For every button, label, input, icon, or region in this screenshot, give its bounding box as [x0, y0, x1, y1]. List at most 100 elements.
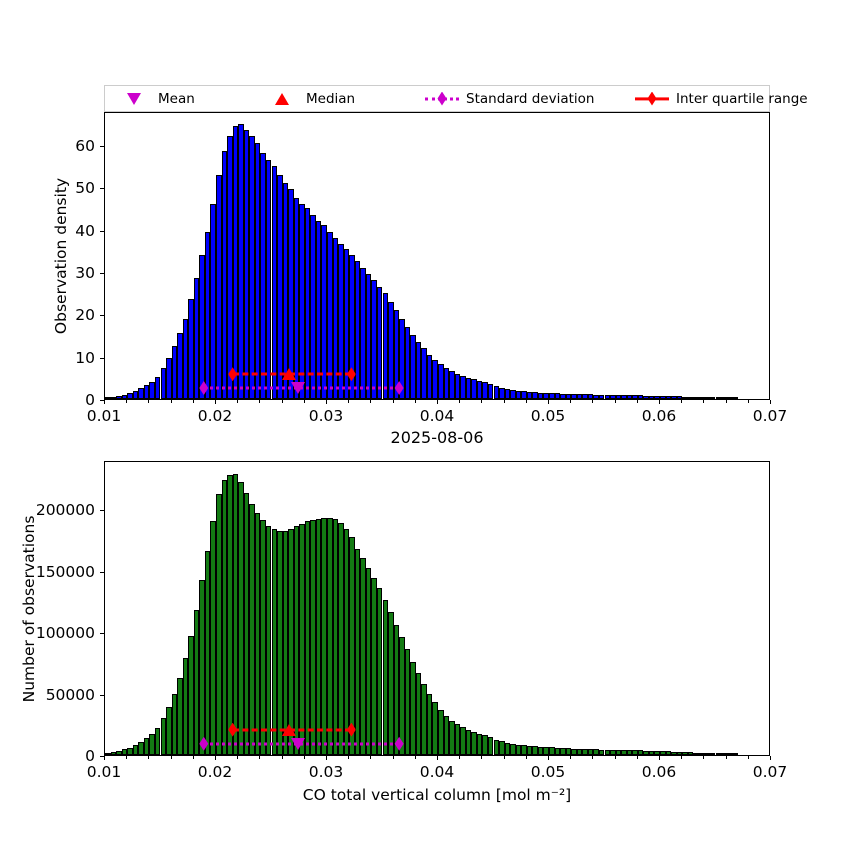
histogram-bar [221, 151, 228, 399]
histogram-bar [271, 166, 278, 399]
histogram-bar [487, 383, 494, 399]
x-tick-minor [570, 756, 572, 759]
x-tick-minor [237, 756, 239, 759]
x-tick [104, 400, 106, 404]
histogram-bar [487, 737, 494, 755]
number-of-observations-bars [105, 462, 769, 755]
histogram-bar [560, 393, 566, 399]
legend-entry-standard-deviation[interactable]: Standard deviation [425, 90, 594, 108]
y-tick-label: 50000 [45, 685, 95, 704]
histogram-bar [182, 657, 189, 755]
x-tick-minor [614, 756, 616, 759]
histogram-bar [687, 752, 694, 755]
x-tick [548, 400, 550, 404]
histogram-bar [121, 749, 128, 755]
x-tick-minor [503, 756, 505, 759]
histogram-bar [271, 528, 278, 755]
histogram-bar [243, 130, 250, 399]
legend-entry-mean[interactable]: Mean [117, 90, 195, 108]
legend-label: Inter quartile range [676, 90, 808, 107]
x-tick-minor [703, 756, 705, 759]
x-tick-minor [414, 400, 416, 403]
histogram-bar [704, 397, 710, 399]
histogram-bar [310, 214, 316, 399]
histogram-bar [510, 390, 516, 399]
legend-entry-median[interactable]: Median [265, 90, 355, 108]
number-of-observations-plot-area [105, 462, 769, 755]
histogram-bar [476, 380, 483, 399]
inter-quartile-range-high-marker [346, 722, 356, 737]
x-tick [437, 756, 439, 760]
x-tick-minor [148, 756, 150, 759]
histogram-bar [299, 204, 305, 399]
x-tick-minor [392, 400, 394, 403]
legend-entry-inter-quartile-range[interactable]: Inter quartile range [635, 90, 808, 108]
x-tick [437, 400, 439, 404]
histogram-bar [610, 394, 616, 399]
histogram-bar [138, 742, 144, 755]
histogram-bar [399, 637, 405, 755]
x-tick-minor [370, 756, 372, 759]
histogram-bar [315, 519, 322, 755]
histogram-bar [565, 393, 572, 399]
x-tick-minor [525, 756, 527, 759]
x-tick [548, 756, 550, 760]
histogram-bar [454, 374, 461, 399]
x-tick-minor [192, 756, 194, 759]
histogram-bar [166, 707, 172, 755]
histogram-bar [532, 392, 538, 399]
x-tick [215, 756, 217, 760]
x-tick-label: 0.01 [86, 407, 122, 425]
histogram-bar [360, 267, 366, 399]
number-of-observations-y-axis-label: Number of observations [20, 515, 38, 702]
histogram-bar [687, 396, 694, 399]
histogram-bar [465, 377, 472, 399]
standard-deviation-low-marker [199, 736, 209, 751]
histogram-bar [177, 677, 183, 755]
histogram-bar [227, 136, 233, 399]
histogram-bar [732, 753, 738, 755]
x-tick [326, 400, 328, 404]
histogram-bar [110, 396, 117, 399]
histogram-bar [249, 136, 255, 399]
histogram-bar [499, 388, 505, 399]
x-tick [326, 756, 328, 760]
panel-title: 2025-08-06 [390, 428, 484, 447]
histogram-bar [582, 749, 588, 755]
histogram-bar [549, 393, 555, 399]
histogram-bar [543, 392, 549, 399]
histogram-bar [593, 394, 599, 399]
histogram-bar [626, 395, 633, 399]
x-tick-minor [281, 756, 283, 759]
x-tick-minor [614, 400, 616, 403]
x-tick-minor [281, 400, 283, 403]
x-tick-minor [725, 400, 727, 403]
histogram-bar [726, 753, 733, 755]
mean-marker [291, 737, 306, 750]
histogram-bar [177, 333, 183, 399]
histogram-bar [277, 174, 283, 399]
histogram-bar [154, 377, 161, 399]
x-tick-minor [370, 400, 372, 403]
histogram-bar [521, 391, 527, 399]
histogram-bar [454, 724, 461, 755]
x-tick-minor [459, 400, 461, 403]
y-tick [100, 756, 104, 758]
x-tick-label: 0.05 [530, 763, 566, 781]
histogram-bar [371, 280, 377, 399]
x-tick-label: 0.05 [530, 407, 566, 425]
standard-deviation-high-marker [394, 381, 404, 396]
y-tick-label: 60 [75, 136, 95, 155]
x-tick-minor [392, 756, 394, 759]
inter-quartile-range-low-marker [228, 367, 238, 382]
histogram-bar [465, 729, 472, 755]
histogram-bar [438, 709, 444, 755]
legend: Mean Median Standard deviation Inter quarti… [104, 85, 808, 112]
histogram-bar [254, 512, 261, 755]
histogram-bar [110, 752, 117, 755]
histogram-bar [116, 751, 122, 755]
histogram-bar [321, 517, 327, 755]
x-tick [215, 400, 217, 404]
histogram-bar [193, 278, 200, 399]
